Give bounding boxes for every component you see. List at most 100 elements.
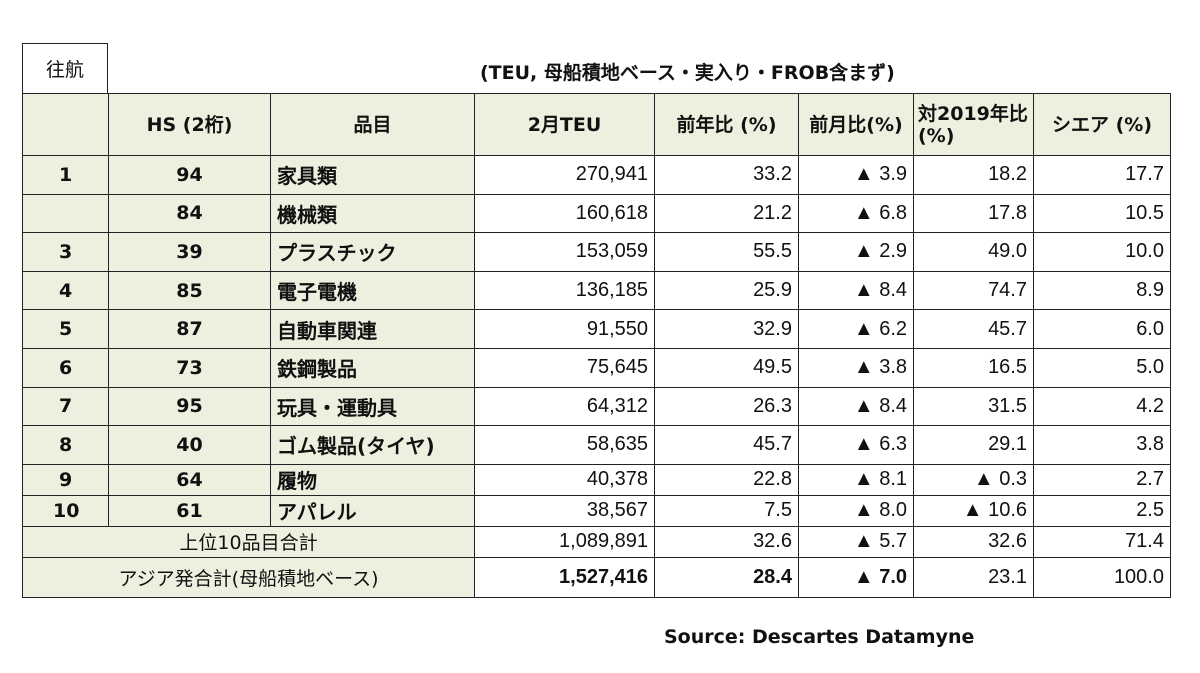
yoy-cell: 55.5 [654, 232, 799, 272]
asia-total-row: アジア発合計(母船積地ベース) 1,527,416 28.4 ▲ 7.0 23.… [22, 556, 1171, 598]
hs-cell: 64 [108, 463, 271, 496]
item-cell: 電子電機 [270, 270, 475, 311]
share-cell: 6.0 [1033, 309, 1171, 349]
asia-teu: 1,527,416 [474, 556, 655, 598]
mom-cell: ▲ 3.9 [798, 155, 914, 195]
hs-cell: 39 [108, 232, 271, 272]
route-label: 往航 [22, 43, 108, 93]
top10-teu: 1,089,891 [474, 525, 655, 558]
vs2019-cell: ▲ 0.3 [913, 463, 1034, 496]
yoy-cell: 33.2 [654, 155, 799, 195]
yoy-cell: 49.5 [654, 347, 799, 388]
table-row: 8 40 ゴム製品(タイヤ) 58,635 45.7 ▲ 6.3 29.1 3.… [22, 425, 1171, 465]
rank-cell [22, 193, 109, 234]
table-row: 6 73 鉄鋼製品 75,645 49.5 ▲ 3.8 16.5 5.0 [22, 347, 1171, 388]
item-cell: 履物 [270, 463, 475, 496]
top10-share: 71.4 [1033, 525, 1171, 558]
header-yoy: 前年比 (%) [654, 93, 799, 156]
table-row: 3 39 プラスチック 153,059 55.5 ▲ 2.9 49.0 10.0 [22, 232, 1171, 272]
hs-ranking-table: HS (2桁) 品目 2月TEU 前年比 (%) 前月比(%) 対2019年比 … [22, 93, 1171, 598]
vs2019-cell: ▲ 10.6 [913, 494, 1034, 527]
mom-cell: ▲ 8.1 [798, 463, 914, 496]
mom-cell: ▲ 8.0 [798, 494, 914, 527]
vs2019-cell: 17.8 [913, 193, 1034, 234]
mom-cell: ▲ 8.4 [798, 270, 914, 311]
share-cell: 3.8 [1033, 425, 1171, 465]
header-rank [22, 93, 109, 156]
mom-cell: ▲ 8.4 [798, 386, 914, 427]
vs2019-cell: 16.5 [913, 347, 1034, 388]
share-cell: 10.5 [1033, 193, 1171, 234]
rank-cell: 5 [22, 309, 109, 349]
rank-cell: 6 [22, 347, 109, 388]
yoy-cell: 26.3 [654, 386, 799, 427]
teu-cell: 75,645 [474, 347, 655, 388]
vs2019-cell: 18.2 [913, 155, 1034, 195]
header-share: シエア (%) [1033, 93, 1171, 156]
mom-cell: ▲ 6.2 [798, 309, 914, 349]
rank-cell: 8 [22, 425, 109, 465]
rank-cell: 9 [22, 463, 109, 496]
share-cell: 2.7 [1033, 463, 1171, 496]
top10-mom: ▲ 5.7 [798, 525, 914, 558]
item-cell: 機械類 [270, 193, 475, 234]
teu-cell: 270,941 [474, 155, 655, 195]
hs-cell: 84 [108, 193, 271, 234]
unit-note: (TEU, 母船積地ベース・実入り・FROB含まず) [480, 62, 895, 84]
yoy-cell: 21.2 [654, 193, 799, 234]
hs-cell: 94 [108, 155, 271, 195]
table-row: 4 85 電子電機 136,185 25.9 ▲ 8.4 74.7 8.9 [22, 270, 1171, 311]
item-cell: 家具類 [270, 155, 475, 195]
header-row: HS (2桁) 品目 2月TEU 前年比 (%) 前月比(%) 対2019年比 … [22, 93, 1171, 156]
teu-cell: 40,378 [474, 463, 655, 496]
asia-total-label: アジア発合計(母船積地ベース) [22, 556, 475, 598]
teu-cell: 153,059 [474, 232, 655, 272]
top10-yoy: 32.6 [654, 525, 799, 558]
share-cell: 17.7 [1033, 155, 1171, 195]
rank-cell: 10 [22, 494, 109, 527]
top10-vs2019: 32.6 [913, 525, 1034, 558]
item-cell: ゴム製品(タイヤ) [270, 425, 475, 465]
hs-cell: 61 [108, 494, 271, 527]
mom-cell: ▲ 2.9 [798, 232, 914, 272]
table-row: 9 64 履物 40,378 22.8 ▲ 8.1 ▲ 0.3 2.7 [22, 463, 1171, 496]
asia-vs2019: 23.1 [913, 556, 1034, 598]
top10-total-label: 上位10品目合計 [22, 525, 475, 558]
share-cell: 10.0 [1033, 232, 1171, 272]
hs-cell: 40 [108, 425, 271, 465]
vs2019-cell: 45.7 [913, 309, 1034, 349]
rank-cell: 1 [22, 155, 109, 195]
mom-cell: ▲ 3.8 [798, 347, 914, 388]
share-cell: 8.9 [1033, 270, 1171, 311]
table-row: 10 61 アパレル 38,567 7.5 ▲ 8.0 ▲ 10.6 2.5 [22, 494, 1171, 527]
vs2019-cell: 29.1 [913, 425, 1034, 465]
vs2019-cell: 74.7 [913, 270, 1034, 311]
source-note: Source: Descartes Datamyne [664, 626, 975, 648]
header-mom: 前月比(%) [798, 93, 914, 156]
header-teu: 2月TEU [474, 93, 655, 156]
item-cell: 自動車関連 [270, 309, 475, 349]
item-cell: プラスチック [270, 232, 475, 272]
top10-total-row: 上位10品目合計 1,089,891 32.6 ▲ 5.7 32.6 71.4 [22, 525, 1171, 558]
table-row: 7 95 玩具・運動具 64,312 26.3 ▲ 8.4 31.5 4.2 [22, 386, 1171, 427]
vs2019-cell: 31.5 [913, 386, 1034, 427]
rank-cell: 7 [22, 386, 109, 427]
hs-cell: 85 [108, 270, 271, 311]
item-cell: 玩具・運動具 [270, 386, 475, 427]
rank-cell: 4 [22, 270, 109, 311]
vs2019-cell: 49.0 [913, 232, 1034, 272]
yoy-cell: 7.5 [654, 494, 799, 527]
hs-cell: 73 [108, 347, 271, 388]
item-cell: 鉄鋼製品 [270, 347, 475, 388]
mom-cell: ▲ 6.3 [798, 425, 914, 465]
asia-yoy: 28.4 [654, 556, 799, 598]
yoy-cell: 32.9 [654, 309, 799, 349]
yoy-cell: 45.7 [654, 425, 799, 465]
hs-cell: 95 [108, 386, 271, 427]
share-cell: 5.0 [1033, 347, 1171, 388]
rank-cell: 3 [22, 232, 109, 272]
teu-cell: 160,618 [474, 193, 655, 234]
mom-cell: ▲ 6.8 [798, 193, 914, 234]
header-item: 品目 [270, 93, 475, 156]
asia-mom: ▲ 7.0 [798, 556, 914, 598]
